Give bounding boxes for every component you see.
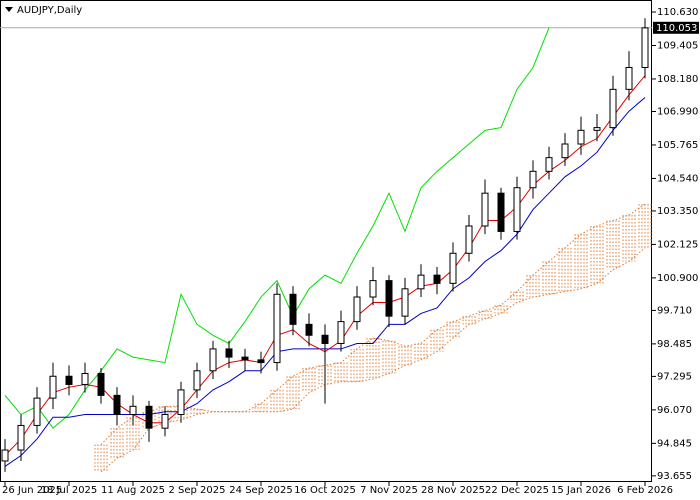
x-tick-label: 11 Aug 2025 [101,485,165,496]
candle-body [385,280,393,317]
candle-body [481,192,489,227]
y-tick-label: 99.710 [657,305,692,316]
candle-body [193,370,201,391]
candle-body [609,88,617,129]
candle-body [353,296,361,323]
x-tick-label: 15 Jan 2026 [551,485,611,496]
y-tick-label: 100.900 [657,273,698,284]
candle-body [113,394,121,416]
candle-body [417,274,425,290]
candle-body [545,157,553,172]
candle-body [337,321,345,344]
cloud-span-a [100,203,646,445]
candle-body [1,449,9,462]
candle-body [529,170,537,189]
y-tick-label: 96.070 [657,405,692,416]
x-tick-label: 6 Feb 2026 [617,485,673,496]
x-tick-label: 22 Dec 2025 [485,485,549,496]
last-price-box [653,21,699,34]
candle-body [449,252,457,284]
chikou-line [4,27,550,429]
candle-body [513,187,521,232]
y-tick-label: 106.990 [657,106,698,117]
y-tick-label: 97.295 [657,371,692,382]
candle-body [321,334,329,344]
candle-body [209,348,217,372]
cloud-span-b [100,247,646,473]
x-tick-label: 26 Jun 2025 [2,485,62,496]
x-tick-label: 28 Nov 2025 [421,485,485,496]
y-tick-label: 103.350 [657,206,698,217]
x-tick-label: 2 Sep 2025 [168,485,225,496]
candle-body [577,129,585,145]
candle-body [273,293,281,364]
plot-frame [0,0,652,482]
y-tick-label: 93.655 [657,471,692,482]
candle-body [289,293,297,325]
x-tick-label: 16 Oct 2025 [294,485,356,496]
candle-body [257,359,265,364]
y-tick-label: 98.485 [657,339,692,350]
x-tick-label: 24 Sep 2025 [229,485,292,496]
y-tick-label: 104.540 [657,173,698,184]
candle-body [65,375,73,385]
candle-body [177,389,185,416]
y-tick-label: 102.125 [657,239,698,250]
chart-title: AUDJPY,Daily [17,5,82,16]
candle-body [17,424,25,451]
candle-body [465,225,473,254]
x-tick-label: 18 Jul 2025 [41,485,98,496]
title-arrow [5,7,13,12]
candle-body [593,127,601,131]
y-tick-label: 110.630 [657,7,698,18]
candle-body [433,274,441,284]
candle-body [497,192,505,232]
y-tick-label: 108.180 [657,74,698,85]
candle-body [369,280,377,298]
last-price-label: 110.053 [656,23,697,34]
candle-body [81,373,89,385]
candle-body [33,397,41,426]
candle-body [161,414,169,429]
candle-body [401,288,409,317]
candle-body [241,356,249,361]
candle-body [129,405,137,416]
y-tick-label: 94.845 [657,438,692,449]
candle-body [561,143,569,159]
candle-body [641,27,649,68]
candle-body [225,348,233,358]
candle-body [305,323,313,336]
candle-body [625,66,633,90]
candle-body [49,375,57,399]
candle-body [97,373,105,396]
y-tick-label: 105.765 [657,140,698,151]
candle-body [145,405,153,429]
x-tick-label: 7 Nov 2025 [360,485,418,496]
y-tick-label: 109.405 [657,40,698,51]
